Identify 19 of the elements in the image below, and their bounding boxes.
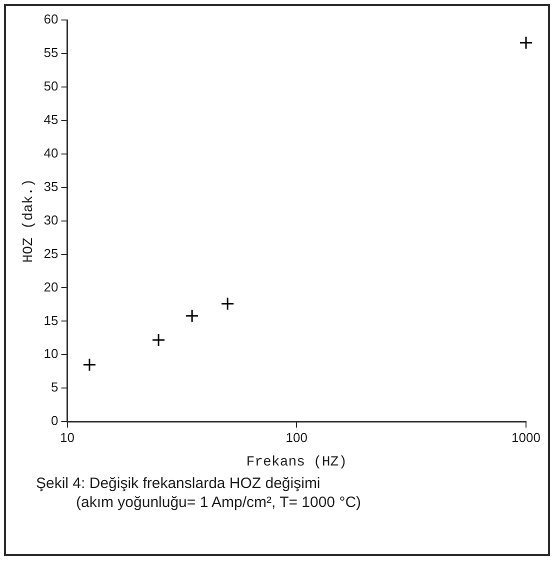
- y-tick-label: 35: [44, 178, 58, 194]
- x-axis-title: Frekans (HZ): [246, 454, 348, 470]
- y-tick-label: 55: [44, 45, 58, 60]
- y-tick-label: 60: [44, 12, 58, 27]
- y-tick-label: 5: [51, 380, 58, 395]
- y-tick-label: 25: [44, 246, 58, 261]
- x-tick-label: 100: [286, 430, 308, 445]
- y-tick-label: 20: [44, 279, 58, 294]
- text: (akım yoğunluğu= 1 Amp/cm², T= 1000 °C): [75, 493, 362, 512]
- y-tick-label: 0: [51, 413, 58, 428]
- y-tick-label: 45: [44, 112, 58, 127]
- x-tick-label: 1000: [512, 430, 540, 445]
- y-tick-label: 10: [44, 346, 58, 362]
- y-tick-label: 30: [44, 212, 58, 228]
- y-axis-title: HOZ (dak.): [21, 178, 38, 263]
- text: Şekil 4: Değişik frekanslarda HOZ değişimi: [36, 474, 322, 493]
- y-tick-label: 15: [44, 312, 58, 328]
- y-tick-label: 40: [44, 145, 58, 160]
- y-tick-label: 50: [44, 78, 58, 94]
